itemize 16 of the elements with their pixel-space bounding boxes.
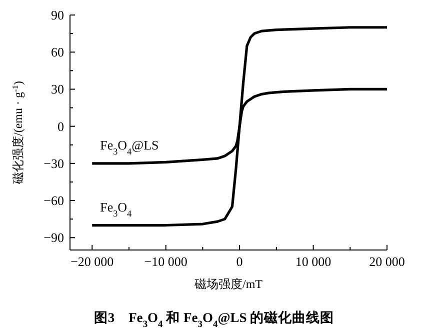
x-tick-label: 10 000 [295, 254, 332, 269]
x-tick-label: −10 000 [144, 254, 188, 269]
y-tick-label: −90 [44, 230, 64, 246]
x-tick-label: 20 000 [369, 254, 405, 269]
y-tick-label: 0 [58, 118, 64, 134]
y-tick-label: 30 [51, 82, 64, 97]
x-tick-label: −20 000 [70, 254, 114, 269]
y-tick-label: −60 [44, 193, 64, 208]
chart-title: 图3 Fe$_{3}$O$_{4}$ 和 Fe$_{3}$O$_{4}$@LS 的磁化曲线图 [94, 310, 334, 330]
x-axis-title: 磁场强度/mT [194, 277, 264, 291]
y-tick-label: 60 [51, 44, 64, 60]
series-label: Fe$_{3}$O$_{4}$@LS [100, 137, 159, 156]
y-tick-label: −30 [44, 156, 64, 171]
series-label: Fe$_{3}$O$_{4}$ [100, 199, 132, 218]
y-tick-label: 90 [51, 8, 64, 22]
x-tick-label: 0 [236, 254, 243, 269]
